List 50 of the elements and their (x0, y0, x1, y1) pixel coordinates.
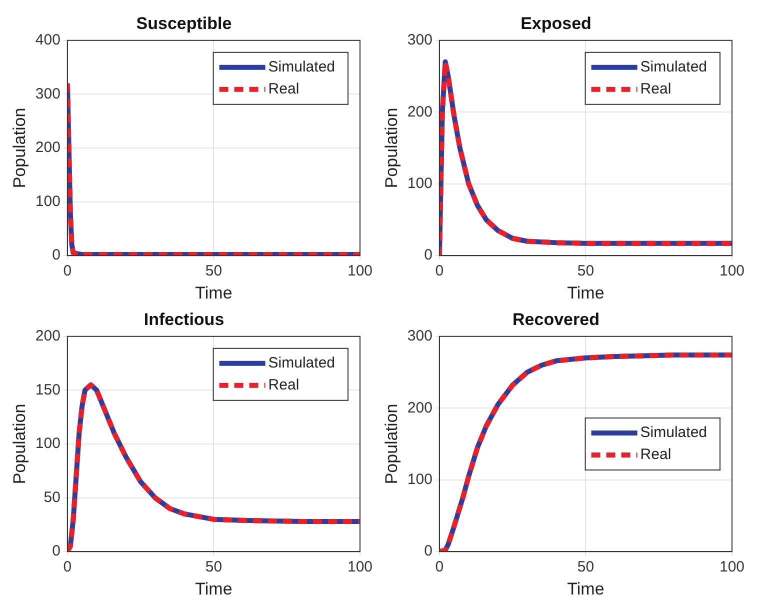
legend-label: Real (640, 446, 672, 464)
legend-label: Real (640, 80, 672, 98)
x-tick-label: 100 (347, 558, 373, 576)
x-axis-title: Time (567, 283, 604, 302)
y-axis-title: Population (382, 108, 401, 188)
y-tick-label: 300 (407, 32, 432, 49)
x-tick-label: 50 (205, 262, 222, 280)
legend-label: Real (268, 80, 300, 98)
legend-label: Simulated (268, 354, 335, 372)
y-tick-label: 150 (35, 381, 60, 398)
y-tick-label: 200 (407, 399, 432, 416)
x-axis-title: Time (195, 283, 232, 302)
y-axis-title: Population (382, 404, 401, 484)
chart-title: Infectious (144, 310, 224, 329)
y-tick-label: 0 (424, 246, 432, 264)
y-tick-label: 400 (35, 32, 60, 49)
y-tick-label: 200 (35, 328, 60, 345)
y-tick-label: 100 (35, 192, 60, 210)
x-tick-label: 0 (63, 558, 72, 576)
chart-title: Recovered (512, 310, 600, 329)
legend-label: Simulated (268, 58, 335, 76)
chart-title: Exposed (520, 14, 592, 33)
x-axis-title: Time (567, 579, 604, 598)
y-tick-label: 100 (407, 471, 432, 488)
y-tick-label: 300 (407, 328, 432, 345)
x-tick-label: 50 (205, 558, 222, 576)
legend-label: Simulated (640, 58, 707, 76)
x-tick-label: 50 (577, 262, 594, 280)
y-tick-label: 100 (35, 435, 60, 452)
y-tick-label: 200 (35, 139, 60, 156)
x-tick-label: 0 (435, 558, 444, 576)
x-tick-label: 100 (719, 558, 745, 576)
x-tick-label: 0 (63, 262, 72, 280)
x-tick-label: 0 (435, 262, 444, 280)
chart-title: Susceptible (136, 14, 232, 33)
y-tick-label: 0 (52, 246, 60, 264)
y-tick-label: 200 (407, 103, 432, 120)
x-tick-label: 100 (719, 262, 745, 280)
x-tick-label: 100 (347, 262, 373, 280)
legend-label: Simulated (640, 424, 707, 442)
x-tick-label: 50 (577, 558, 594, 576)
y-tick-label: 300 (35, 85, 60, 102)
y-axis-title: Population (10, 108, 29, 188)
legend-label: Real (268, 376, 300, 394)
y-axis-title: Population (10, 404, 29, 484)
y-tick-label: 100 (407, 175, 432, 192)
y-tick-label: 50 (44, 488, 60, 506)
y-tick-label: 0 (52, 542, 60, 560)
x-axis-title: Time (195, 579, 232, 598)
y-tick-label: 0 (424, 542, 432, 560)
